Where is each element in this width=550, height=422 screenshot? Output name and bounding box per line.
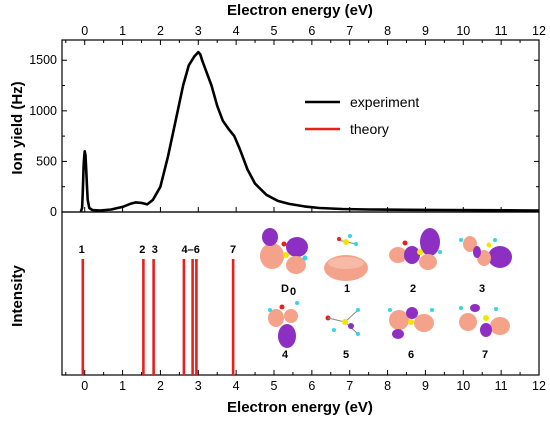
orbital-illustrations: D 0 1 2 [260, 228, 512, 361]
top-x-tick-marks [65, 40, 540, 212]
orbital-3: 3 [459, 236, 512, 295]
orbital-2: 2 [389, 228, 442, 295]
top-y-tick-label: 0 [50, 205, 57, 219]
bottom-x-tick-label: 10 [456, 379, 470, 393]
top-x-tick-labels: 0 1 2 3 4 5 6 7 8 9 10 11 12 [81, 24, 546, 38]
bar-annotation-label: 1 [79, 244, 85, 256]
bar-annotations: 1 2 3 4–6 7 [79, 244, 237, 256]
bottom-x-tick-label: 4 [233, 379, 240, 393]
orbital-label-5: 5 [343, 349, 349, 361]
top-x-tick-label: 9 [422, 24, 429, 38]
top-x-tick-label: 7 [346, 24, 353, 38]
theory-bar [152, 259, 155, 375]
bar-annotation-label: 7 [230, 244, 236, 256]
top-x-axis-title: Electron energy (eV) [227, 2, 373, 19]
top-y-tick-labels: 0 500 1000 1500 [29, 53, 57, 219]
legend: experiment theory [305, 94, 419, 137]
orbital-label-3: 3 [479, 283, 485, 295]
legend-theory-label: theory [350, 121, 389, 137]
top-y-axis-title: Ion yield (Hz) [9, 81, 26, 174]
bar-annotation-label: 2 [139, 244, 145, 256]
top-y-tick-label: 1000 [29, 104, 57, 118]
bar-annotation-label: 3 [152, 244, 158, 256]
bottom-x-tick-labels: 0 1 2 3 4 5 6 7 8 9 10 11 12 [81, 379, 546, 393]
bottom-panel-frame [61, 211, 540, 376]
top-x-tick-label: 4 [233, 24, 240, 38]
theory-bar [81, 259, 85, 375]
orbital-label-d0-sub: 0 [290, 286, 296, 298]
orbital-label-1: 1 [344, 283, 350, 295]
bottom-x-tick-label: 0 [81, 379, 88, 393]
orbital-d0: D 0 [260, 228, 308, 298]
bottom-x-tick-label: 7 [346, 379, 353, 393]
orbital-5: 5 [325, 308, 360, 361]
theory-bar [231, 259, 235, 375]
theory-bars [81, 259, 235, 375]
bottom-x-tick-label: 3 [195, 379, 202, 393]
bottom-x-tick-label: 11 [495, 379, 508, 393]
top-x-tick-label: 10 [456, 24, 470, 38]
top-x-tick-label: 0 [81, 24, 88, 38]
top-x-tick-label: 8 [384, 24, 391, 38]
orbital-label-4: 4 [282, 349, 289, 361]
orbital-label-d0: D [281, 283, 289, 295]
bottom-x-tick-label: 5 [271, 379, 278, 393]
top-x-tick-label: 6 [308, 24, 315, 38]
orbital-7: 7 [459, 304, 510, 361]
bottom-x-tick-label: 12 [532, 379, 546, 393]
orbital-label-6: 6 [408, 349, 414, 361]
bottom-y-axis-title: Intensity [9, 265, 26, 327]
orbital-6: 6 [388, 307, 434, 361]
bottom-x-axis-title: Electron energy (eV) [227, 399, 373, 416]
top-y-tick-label: 500 [36, 154, 57, 168]
orbital-label-7: 7 [482, 349, 488, 361]
experiment-series-line [79, 50, 540, 212]
top-x-tick-label: 3 [195, 24, 202, 38]
top-x-tick-label: 1 [119, 24, 126, 38]
top-x-tick-label: 12 [532, 24, 546, 38]
bottom-x-tick-label: 8 [384, 379, 391, 393]
orbital-4: 4 [268, 301, 299, 361]
legend-experiment-label: experiment [350, 94, 419, 110]
theory-bar [191, 259, 194, 375]
bottom-x-tick-label: 6 [308, 379, 315, 393]
top-x-tick-label: 2 [157, 24, 164, 38]
top-y-tick-label: 1500 [29, 53, 57, 67]
top-y-tick-marks [62, 59, 539, 213]
bottom-x-tick-marks [65, 370, 540, 375]
top-panel-frame [61, 39, 540, 213]
bottom-x-tick-label: 9 [422, 379, 429, 393]
bottom-x-tick-label: 2 [157, 379, 164, 393]
bar-annotation-label: 4–6 [182, 244, 200, 256]
orbital-label-2: 2 [410, 283, 416, 295]
orbital-1: 1 [324, 234, 368, 295]
theory-bar [182, 259, 186, 375]
theory-bar [142, 259, 145, 375]
top-x-tick-label: 11 [495, 24, 508, 38]
top-x-tick-label: 5 [271, 24, 278, 38]
theory-bar [195, 259, 198, 375]
bottom-x-tick-label: 1 [119, 379, 126, 393]
